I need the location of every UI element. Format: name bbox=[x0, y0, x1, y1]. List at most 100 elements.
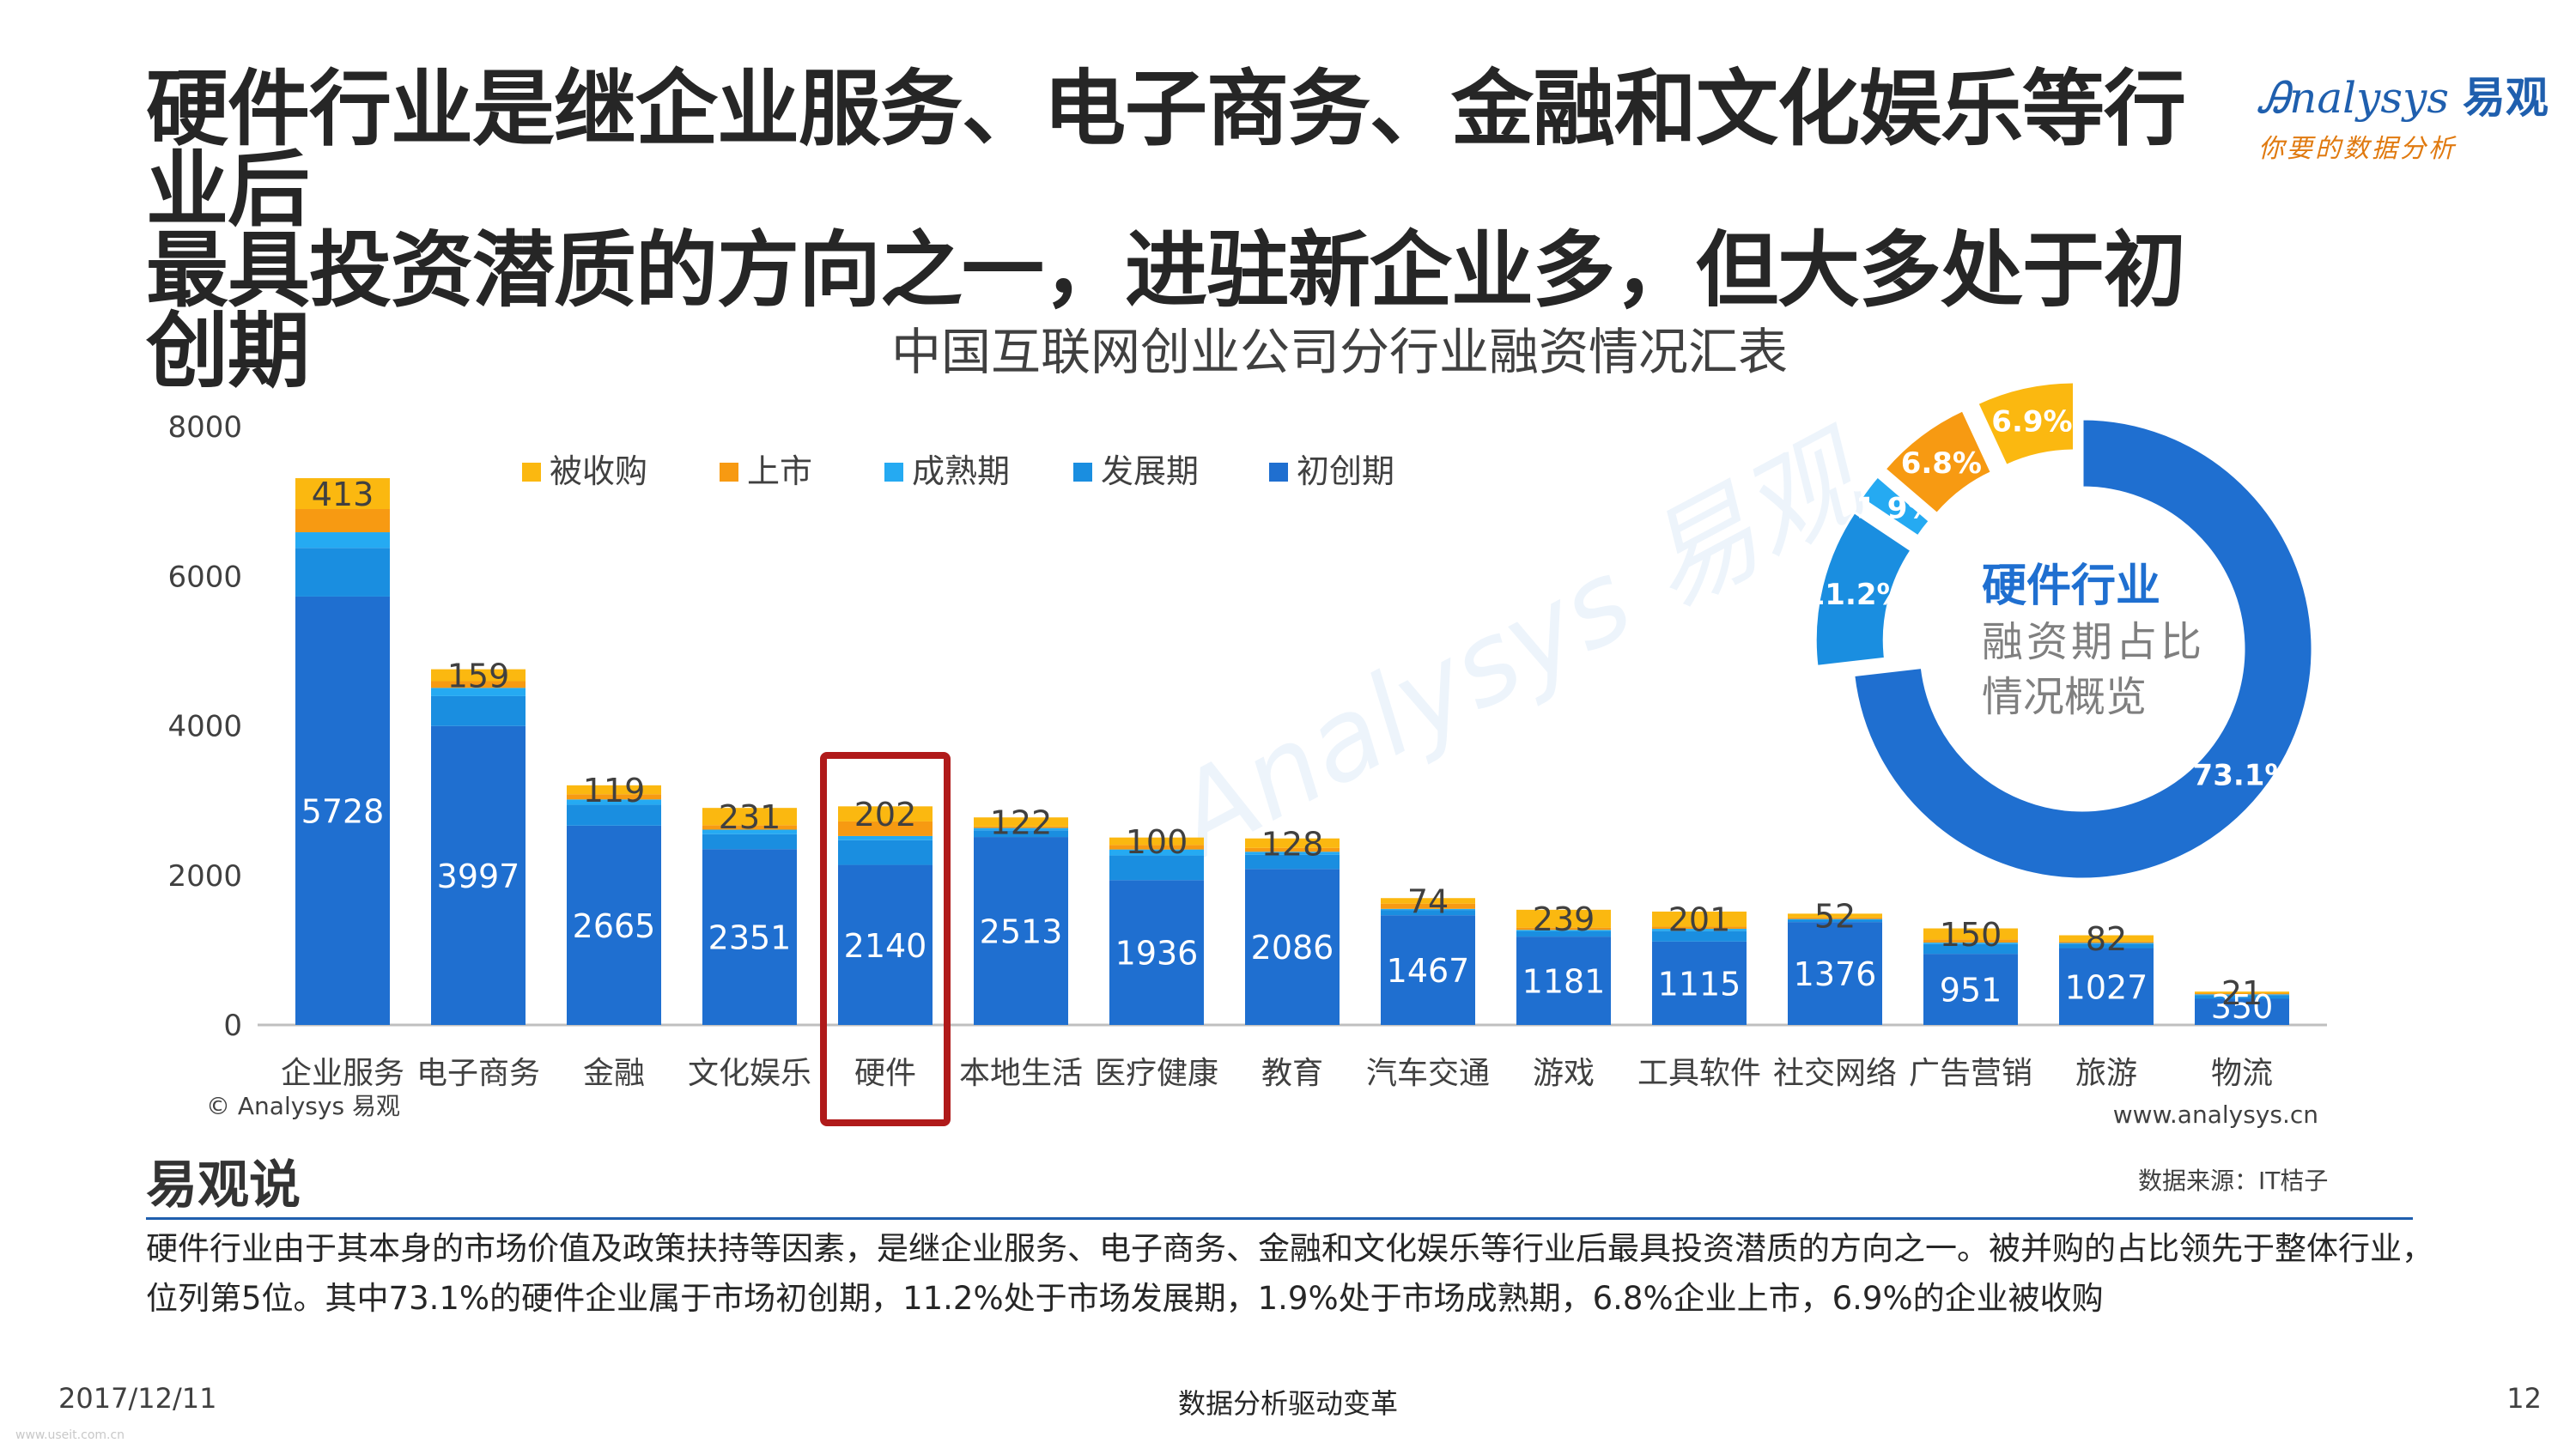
legend-label: 初创期 bbox=[1297, 452, 1394, 490]
bar-label-acquired: 122 bbox=[990, 804, 1053, 842]
bar-segment bbox=[1788, 913, 1882, 918]
footer-slogan: 数据分析驱动变革 bbox=[1177, 1387, 1398, 1420]
x-tick-label: 教育 bbox=[1261, 1056, 1323, 1091]
bar-segment bbox=[1109, 845, 1204, 850]
bar-label-startup: 2351 bbox=[708, 919, 792, 957]
bar-segment bbox=[1516, 937, 1611, 1025]
donut-label: 73.1% bbox=[2193, 759, 2294, 793]
legend-label: 成熟期 bbox=[912, 452, 1010, 490]
bar-segment bbox=[974, 826, 1068, 828]
bar-segment bbox=[1923, 939, 2018, 943]
bar-label-acquired: 202 bbox=[854, 796, 917, 834]
slide-title: 硬件行业是继企业服务、电子商务、金融和文化娱乐等行业后 最具投资潜质的方向之一，… bbox=[146, 68, 2224, 392]
donut-center-line2: 融资期占比 bbox=[1982, 618, 2205, 666]
bar-label-acquired: 82 bbox=[2086, 920, 2127, 958]
logo-a-icon: Ꭿ bbox=[2258, 73, 2290, 123]
section-divider bbox=[146, 1217, 2413, 1220]
bar-segment bbox=[1245, 869, 1340, 1025]
y-tick-label: 2000 bbox=[167, 859, 242, 894]
x-tick-label: 游戏 bbox=[1533, 1056, 1595, 1091]
bar-label-startup: 1467 bbox=[1387, 952, 1470, 990]
bar-segment bbox=[702, 808, 797, 826]
bar-segment bbox=[2195, 995, 2289, 999]
logo-wordmark: nalysys bbox=[2289, 73, 2449, 123]
bar-segment bbox=[2059, 948, 2154, 1025]
donut-center-line3: 情况概览 bbox=[1982, 673, 2147, 721]
bar-segment bbox=[974, 830, 1068, 838]
bar-segment bbox=[2059, 943, 2154, 949]
bar-segment bbox=[1109, 837, 1204, 846]
logo-tagline: 你要的数据分析 bbox=[2258, 134, 2457, 164]
bar-segment bbox=[974, 828, 1068, 831]
bar-segment bbox=[1923, 954, 2018, 1025]
bar-segment bbox=[838, 840, 933, 865]
watermark-logo: Analysys 易观 bbox=[1148, 408, 1890, 885]
section-title: 易观说 bbox=[146, 1155, 301, 1216]
bar-segment bbox=[1788, 919, 1882, 923]
bar-segment bbox=[1923, 943, 2018, 955]
bar-label-acquired: 74 bbox=[1407, 882, 1449, 920]
chart-canvas: 中国互联网创业公司分行业融资情况汇表 0 2000 4000 6000 8000 被收购 上市… bbox=[167, 323, 2327, 1129]
x-tick-label: 物流 bbox=[2211, 1056, 2273, 1091]
donut-label: 6.9% bbox=[1991, 404, 2072, 439]
bar-segment bbox=[1381, 908, 1475, 911]
x-tick-label: 社交网络 bbox=[1773, 1056, 1897, 1091]
bar-segment bbox=[431, 695, 526, 726]
analysys-logo: Ꭿnalysys 易观 你要的数据分析 bbox=[2258, 64, 2549, 165]
bar-segment bbox=[295, 548, 390, 597]
bar-segment bbox=[567, 794, 661, 800]
bar-segment bbox=[431, 669, 526, 682]
bar-label-acquired: 52 bbox=[1814, 898, 1856, 936]
bar-segment bbox=[431, 688, 526, 696]
chart-website: www.analysys.cn bbox=[2113, 1100, 2318, 1129]
y-tick-label: 6000 bbox=[167, 560, 242, 594]
x-tick-label: 金融 bbox=[583, 1056, 645, 1091]
bar-label-acquired: 201 bbox=[1668, 901, 1731, 939]
data-source: 数据来源：IT桔子 bbox=[2138, 1167, 2329, 1195]
x-tick-label: 本地生活 bbox=[959, 1056, 1083, 1091]
bar-label-startup: 5728 bbox=[301, 792, 385, 830]
bar-segment bbox=[974, 817, 1068, 827]
x-tick-label: 硬件 bbox=[854, 1056, 916, 1091]
bar-segment bbox=[2059, 941, 2154, 943]
bar-label-startup: 1936 bbox=[1115, 935, 1199, 973]
bar-segment bbox=[2195, 991, 2289, 993]
bar-label-startup: 1115 bbox=[1658, 965, 1741, 1003]
bar-segment bbox=[1516, 927, 1611, 931]
bar-segment bbox=[1245, 847, 1340, 852]
footer-date: 2017/12/11 bbox=[58, 1382, 217, 1415]
bar-segment bbox=[2059, 935, 2154, 942]
bar-label-startup: 2513 bbox=[980, 913, 1063, 951]
bar-label-acquired: 100 bbox=[1126, 823, 1188, 861]
legend-swatch bbox=[522, 463, 541, 482]
bar-label-acquired: 231 bbox=[719, 798, 781, 836]
legend-label: 上市 bbox=[747, 452, 812, 490]
title-line-2: 最具投资潜质的方向之一，进驻新企业多，但大多处于初创期 bbox=[146, 222, 2186, 399]
bar-segment bbox=[2195, 994, 2289, 996]
x-tick-label: 文化娱乐 bbox=[688, 1056, 811, 1091]
y-tick-label: 4000 bbox=[167, 710, 242, 744]
logo-main: Ꭿnalysys 易观 bbox=[2258, 64, 2549, 125]
bar-segment bbox=[1381, 915, 1475, 1025]
bar-segment bbox=[1788, 917, 1882, 919]
x-tick-label: 电子商务 bbox=[416, 1056, 540, 1091]
bar-segment bbox=[1652, 926, 1747, 930]
bar-segment bbox=[567, 799, 661, 805]
bar-segment bbox=[702, 834, 797, 850]
legend-swatch bbox=[1269, 463, 1288, 482]
bar-segment bbox=[295, 596, 390, 1025]
donut-slice bbox=[1882, 408, 1994, 516]
bar-segment bbox=[1652, 911, 1747, 927]
bar-label-acquired: 159 bbox=[447, 658, 510, 695]
bar-segment bbox=[1245, 854, 1340, 870]
x-tick-label: 医疗健康 bbox=[1095, 1056, 1218, 1091]
bar-segment bbox=[1381, 903, 1475, 909]
bar-segment bbox=[1516, 931, 1611, 937]
bar-label-startup: 350 bbox=[2211, 988, 2274, 1026]
bar-label-acquired: 239 bbox=[1533, 900, 1595, 938]
legend-swatch bbox=[884, 463, 903, 482]
bar-segment bbox=[1652, 931, 1747, 942]
bar-segment bbox=[1923, 928, 2018, 940]
bar-segment bbox=[838, 821, 933, 836]
bar-segment bbox=[1923, 943, 2018, 944]
